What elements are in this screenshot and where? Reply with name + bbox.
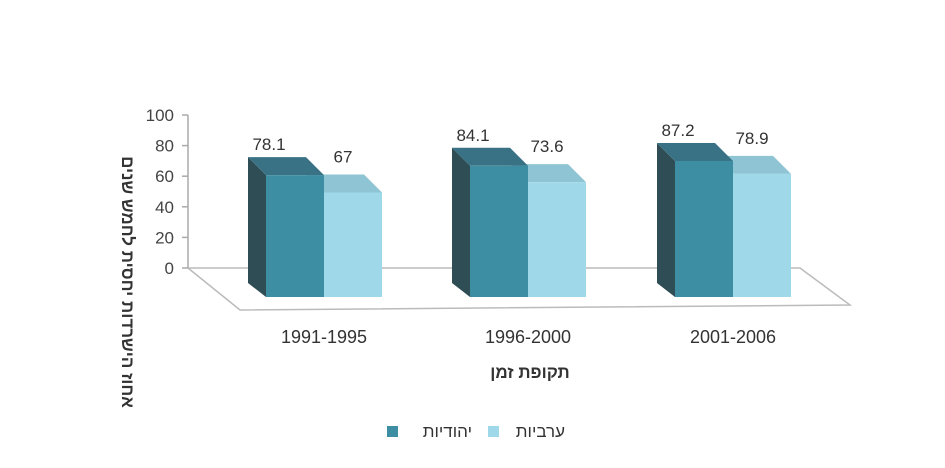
bar-side	[248, 157, 266, 297]
bar-side	[452, 147, 470, 297]
x-tick-label: 2001-2006	[690, 327, 776, 347]
data-label: 73.6	[530, 137, 563, 156]
data-label: 84.1	[456, 126, 489, 145]
legend-label-jewish: יהודיות	[423, 422, 472, 441]
legend-swatch-arab	[488, 426, 499, 437]
x-tick-label: 1991-1995	[281, 327, 367, 347]
y-tick-label: 100	[146, 106, 174, 125]
bar-arab	[324, 192, 382, 297]
data-label: 87.2	[661, 121, 694, 140]
bar-top	[452, 147, 528, 166]
y-tick-label: 80	[155, 137, 174, 156]
y-tick-label: 60	[155, 167, 174, 186]
bar-jewish	[675, 160, 733, 297]
bar-arab	[528, 182, 586, 297]
y-tick-label: 20	[155, 228, 174, 247]
bar-side	[657, 142, 675, 297]
legend-swatch-jewish	[387, 426, 398, 437]
bar-jewish	[470, 165, 528, 297]
bar-jewish	[266, 175, 324, 297]
bar-top	[306, 174, 382, 193]
x-axis-title: תקופת זמן	[490, 363, 569, 382]
y-axis-title: אחוז הישרדות יחסית לחמש שנים	[118, 156, 137, 408]
bar-top	[510, 164, 586, 183]
legend-label-arab: ערביות	[516, 422, 565, 441]
data-label: 78.1	[252, 135, 285, 154]
data-label: 67	[334, 147, 353, 166]
bar-arab	[733, 173, 791, 297]
bar-top	[248, 157, 324, 176]
data-label: 78.9	[735, 129, 768, 148]
y-tick-label: 0	[165, 259, 174, 278]
x-tick-label: 1996-2000	[485, 327, 571, 347]
bar-top	[657, 142, 733, 161]
bar-top	[715, 155, 791, 174]
y-tick-label: 40	[155, 198, 174, 217]
